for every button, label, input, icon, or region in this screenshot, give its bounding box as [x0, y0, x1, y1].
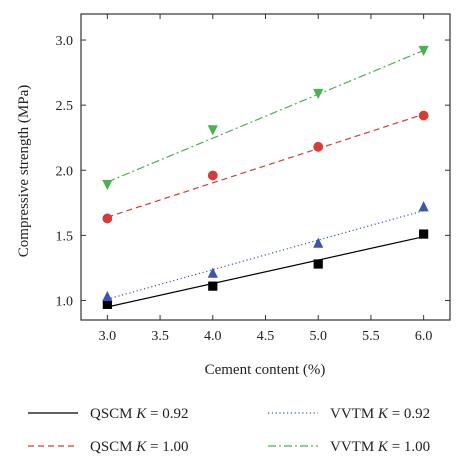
- data-point-0-3: [419, 229, 429, 239]
- data-point-2-0: [102, 213, 113, 224]
- legend-entry-0: QSCM K = 0.92: [90, 406, 189, 422]
- data-point-0-1: [208, 281, 218, 291]
- fit-line-2: [107, 113, 424, 218]
- x-axis-label: Cement content (%): [205, 362, 326, 378]
- legend-entry-1: VVTM K = 0.92: [330, 406, 430, 422]
- chart-marks: [102, 45, 429, 309]
- legend-entry-2: QSCM K = 1.00: [90, 439, 189, 455]
- data-point-2-2: [313, 141, 324, 152]
- plot-frame: [80, 13, 451, 321]
- x-tick-label-6: 6.0: [415, 329, 433, 344]
- y-tick-label-1: 1.5: [56, 229, 74, 244]
- data-point-3-1: [207, 125, 218, 136]
- y-tick-label-4: 3.0: [56, 34, 74, 49]
- data-point-3-2: [313, 88, 324, 100]
- x-tick-label-2: 4.0: [204, 329, 222, 344]
- data-point-3-3: [418, 45, 429, 57]
- fit-line-0: [107, 236, 424, 308]
- legend-entry-3: VVTM K = 1.00: [330, 439, 430, 455]
- data-point-3-0: [102, 179, 113, 191]
- y-tick-label-3: 2.5: [56, 99, 74, 114]
- data-point-2-3: [418, 110, 429, 121]
- y-axis-label: Compressive strength (MPa): [16, 85, 32, 257]
- axes: 3.0 3.5 4.0 4.5 5.0 5.5 6.0 1.0 1.5 2.0 2.5 3.0: [56, 13, 451, 344]
- x-tick-label-0: 3.0: [99, 329, 117, 344]
- x-tick-label-5: 5.5: [362, 329, 380, 344]
- data-point-0-2: [313, 259, 323, 269]
- x-tick-label-1: 3.5: [151, 329, 169, 344]
- data-point-1-2: [313, 237, 324, 248]
- y-tick-label-0: 1.0: [56, 294, 74, 309]
- fit-line-1: [107, 210, 424, 300]
- x-tick-label-3: 4.5: [257, 329, 275, 344]
- data-point-2-1: [207, 170, 218, 181]
- fit-line-3: [107, 49, 424, 183]
- legend: QSCM K = 0.92 VVTM K = 0.92 QSCM K = 1.00 V…: [28, 406, 430, 455]
- data-point-1-1: [207, 267, 218, 278]
- data-point-1-3: [418, 201, 429, 212]
- x-tick-label-4: 5.0: [309, 329, 327, 344]
- data-point-1-0: [102, 290, 113, 302]
- data-point-0-0: [102, 299, 112, 309]
- y-tick-label-2: 2.0: [56, 164, 74, 179]
